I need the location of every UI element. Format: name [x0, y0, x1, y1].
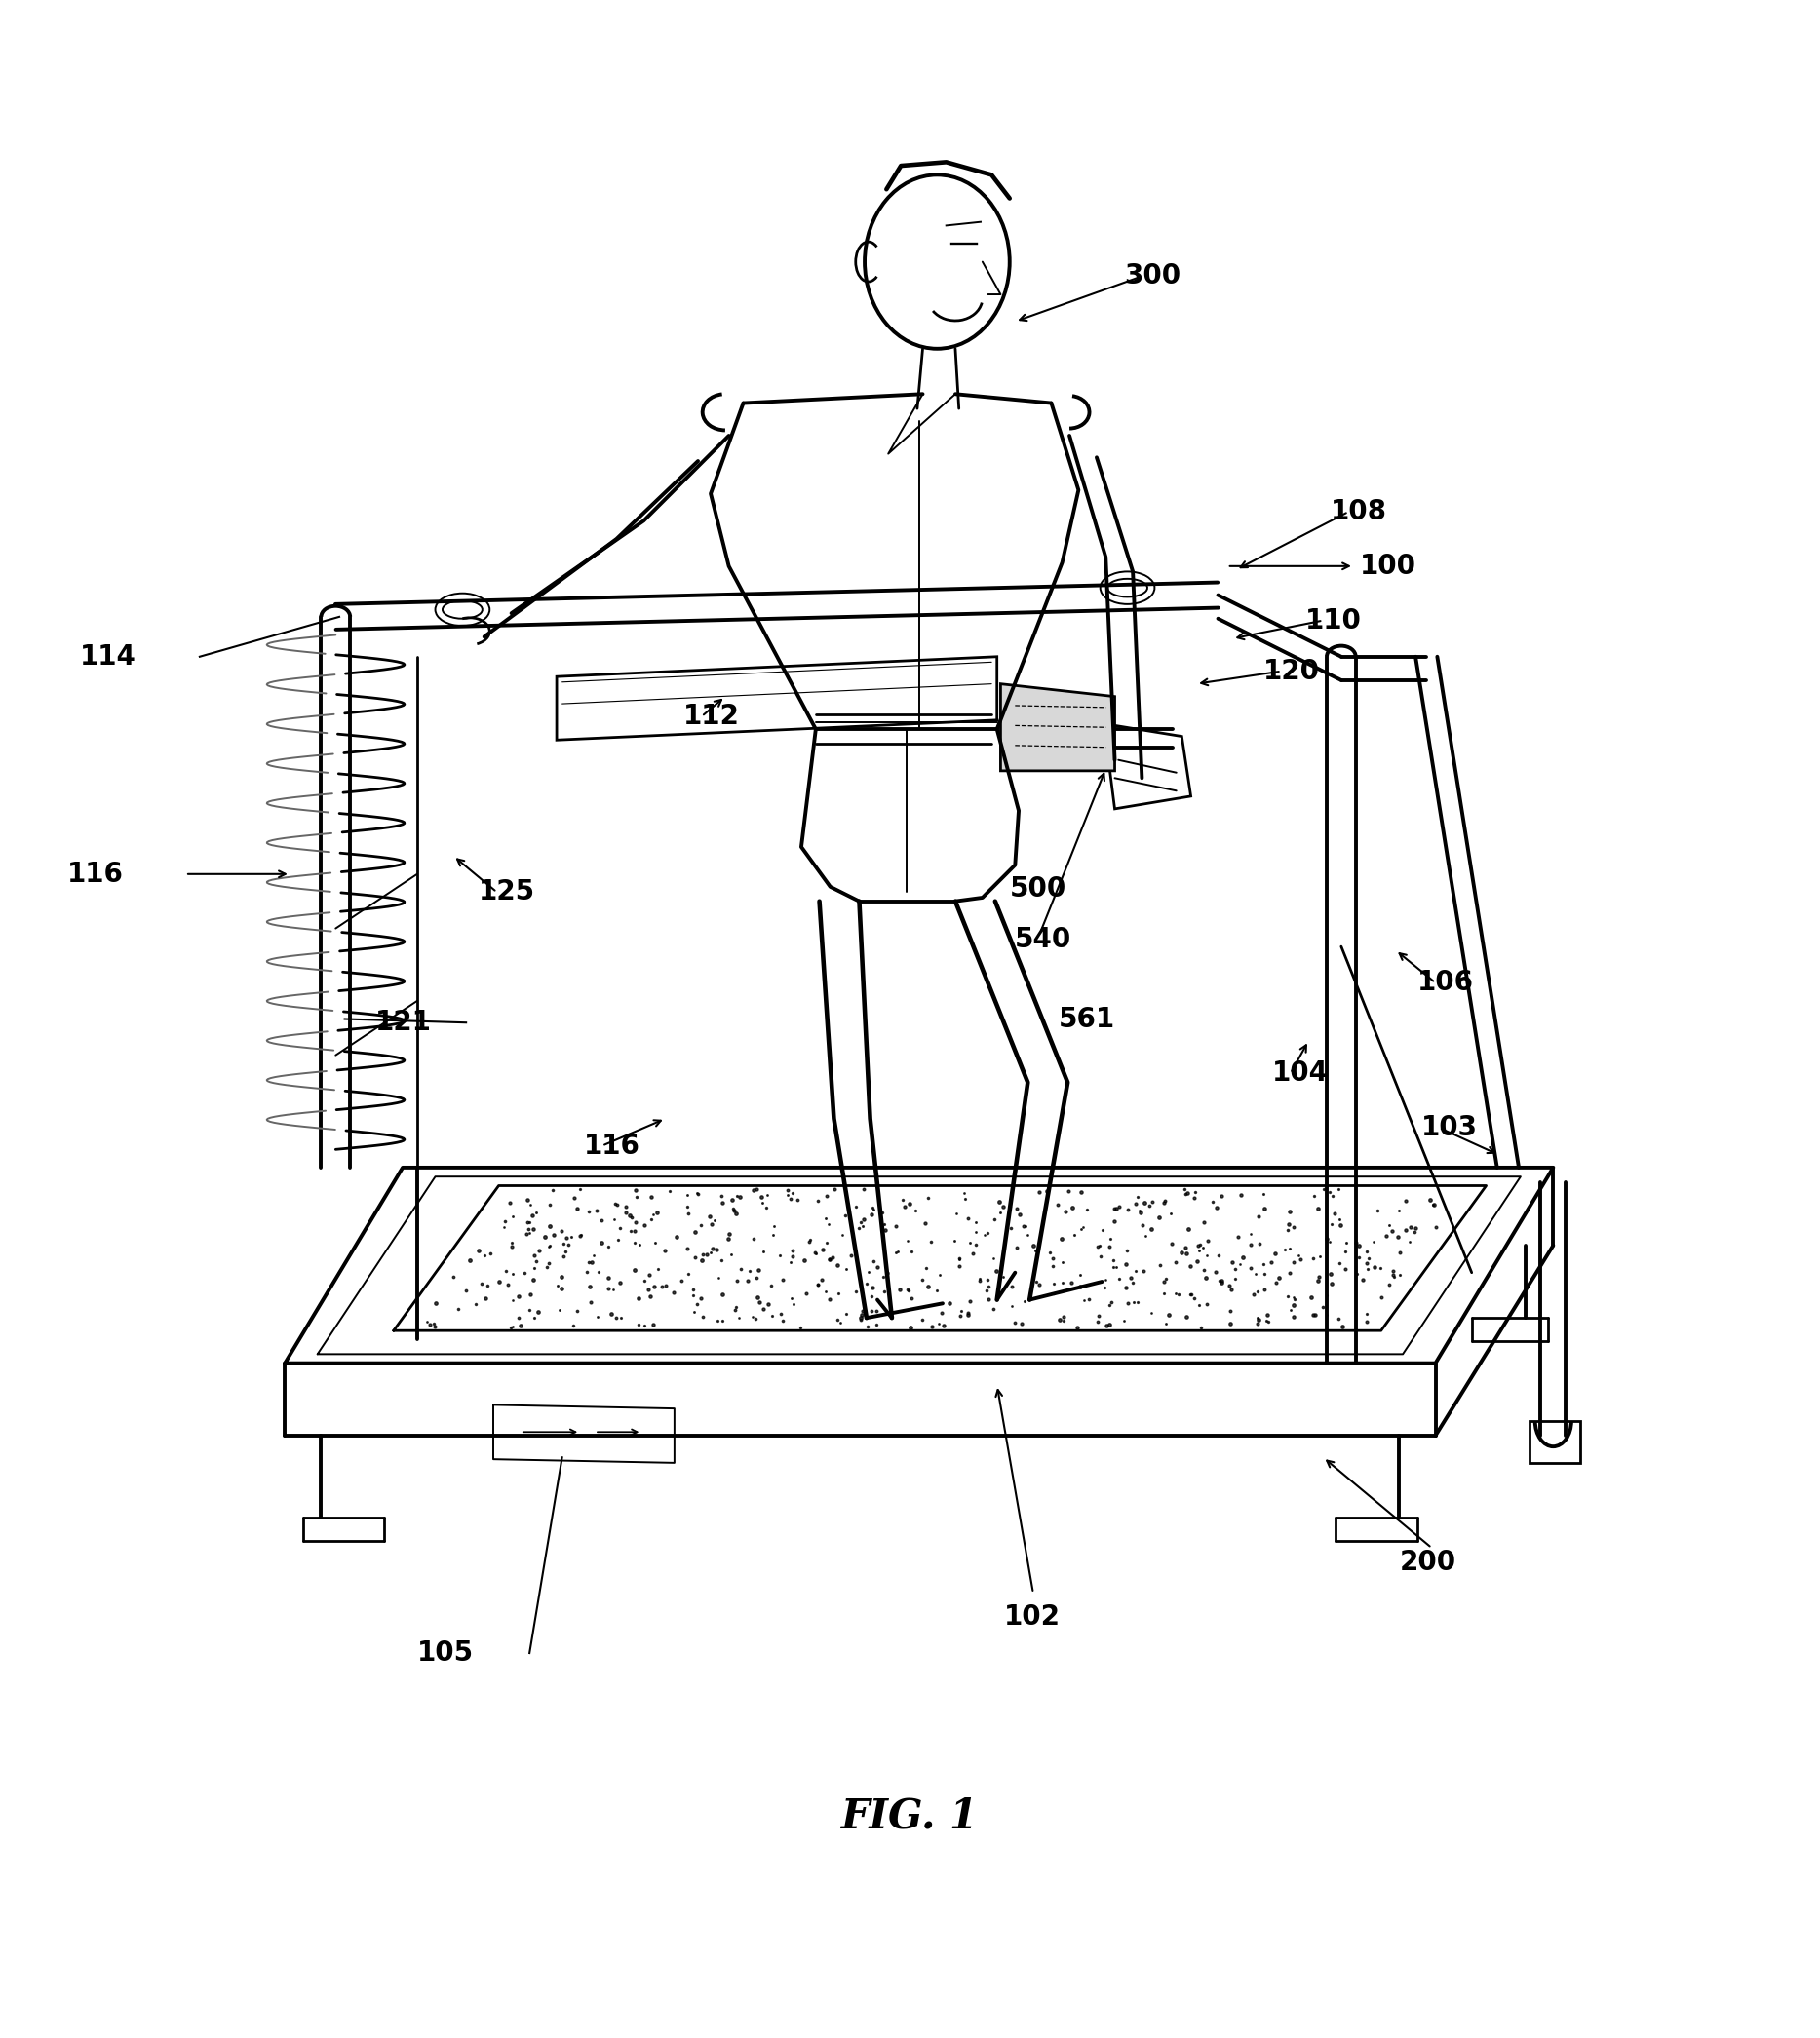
- Polygon shape: [1001, 685, 1114, 770]
- Text: 121: 121: [375, 1009, 431, 1035]
- Text: 300: 300: [1123, 263, 1181, 289]
- Text: 125: 125: [479, 878, 535, 905]
- Text: 116: 116: [584, 1133, 641, 1160]
- Text: 120: 120: [1263, 658, 1319, 685]
- Text: 540: 540: [1016, 925, 1072, 954]
- Text: 110: 110: [1305, 607, 1361, 634]
- Text: 108: 108: [1330, 497, 1387, 526]
- Text: FIG. 1: FIG. 1: [841, 1795, 979, 1836]
- Text: 200: 200: [1400, 1549, 1456, 1575]
- Text: 105: 105: [417, 1639, 473, 1667]
- Text: 114: 114: [80, 644, 136, 671]
- Text: 100: 100: [1360, 552, 1416, 579]
- Text: 561: 561: [1059, 1005, 1116, 1033]
- Text: 102: 102: [1005, 1604, 1061, 1630]
- Text: 116: 116: [67, 860, 124, 889]
- Text: 112: 112: [684, 703, 741, 730]
- Text: 500: 500: [1010, 874, 1067, 903]
- Text: 103: 103: [1421, 1115, 1478, 1141]
- Text: 106: 106: [1418, 970, 1474, 997]
- Text: 104: 104: [1272, 1060, 1329, 1086]
